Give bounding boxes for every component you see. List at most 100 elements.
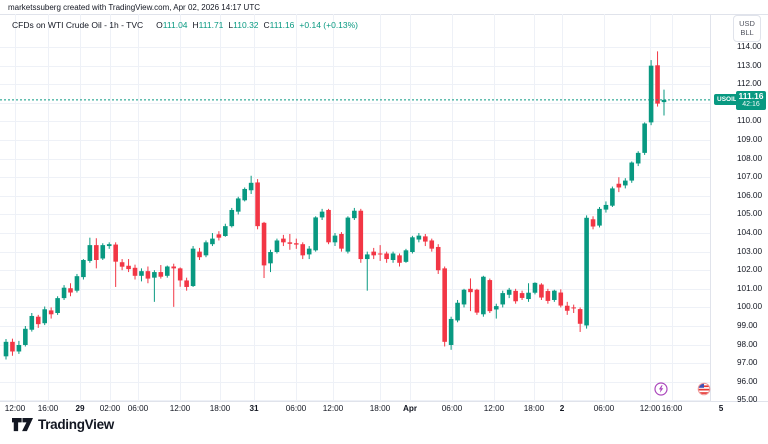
candle-body [584,217,589,326]
candle-body [332,235,338,243]
candle-body [487,280,493,312]
candle-body [139,271,144,276]
low-label: L [228,20,234,30]
candle-body [539,284,544,298]
candle-body [603,204,609,210]
candle-body [532,282,538,293]
price-tick-label: 106.00 [737,190,763,200]
candle-body [248,182,254,191]
time-tick-label: 18:00 [209,404,231,413]
candle-body [3,341,9,357]
tradingview-logo-mark [12,417,33,432]
candle-body [306,248,312,255]
candle-body [339,233,344,249]
event-lightning-icon[interactable] [654,382,668,396]
price-tick-label: 99.00 [737,321,758,330]
symbol-title[interactable]: CFDs on WTI Crude Oil - 1h - TVC [12,20,144,30]
candle-body [235,198,241,212]
candle-body [629,162,635,181]
time-tick-label: 31 [249,404,259,413]
candle-body [506,289,512,295]
candle-body [403,250,409,262]
candle-body [648,65,654,123]
tradingview-logo[interactable]: TradingView [12,417,114,432]
close-label: C [263,20,270,30]
low-value: 110.32 [233,20,259,30]
time-axis-border [0,401,768,402]
candle-body [10,341,15,352]
candle-body [229,209,235,227]
time-tick-label: 12:00 [322,404,344,413]
candle-body [474,289,480,313]
candle-body [261,222,267,266]
price-tick-label: 98.00 [737,339,758,349]
candle-body [448,318,454,345]
candle-body [126,265,131,270]
candle-body [164,266,170,276]
candle-body [216,234,222,238]
candle-body [442,268,447,342]
chart-legend[interactable]: CFDs on WTI Crude Oil - 1h - TVC O111.04 H… [12,20,358,30]
unit-selector[interactable]: USD BLL [733,15,761,42]
candle-body [423,236,428,242]
candle-body [552,290,557,300]
candle-body [61,287,67,299]
price-tick-label: 101.00 [737,283,763,293]
candle-body [661,99,667,103]
time-tick-label: 12:00 [483,404,505,413]
candle-body [461,289,467,305]
unit-button[interactable]: BLL [740,28,754,37]
time-axis[interactable]: 12:00 16:00 29 02:00 06:00 12:00 18:00 31 06:00 1… [0,402,768,416]
candle-body [171,266,177,269]
candle-body [622,180,628,186]
candle-body [577,309,583,324]
candle-body [564,305,570,311]
time-tick-label: 06:00 [285,404,307,413]
us-flag-event-icon[interactable] [697,382,711,396]
candle-body [119,262,125,267]
price-tick-label: 102.00 [737,265,763,275]
open-label: O [156,20,163,30]
price-axis[interactable]: 114.00113.00112.00111.00110.00109.00108.… [711,14,768,404]
candle-body [42,309,48,324]
close-value: 111.16 [269,20,295,30]
candle-body [610,188,615,206]
candle-body [416,235,422,240]
candle-body [23,328,28,345]
candle-body [29,315,35,330]
price-tick-label: 96.00 [737,376,758,386]
open-value: 111.04 [162,20,188,30]
candle-body [300,244,306,256]
time-tick-label: 18:00 [369,404,391,413]
chart-top-border [0,14,768,15]
candle-body [113,244,118,262]
time-tick-label: 12:00 [169,404,191,413]
candle-body [16,344,22,352]
candle-body [223,226,228,237]
candle-body [268,251,273,264]
candle-body [468,288,473,293]
price-tick-label: 107.00 [737,172,763,182]
candle-body [435,246,441,271]
last-price-value: 111.16 [738,91,764,101]
candle-body [132,267,138,276]
price-tick-label: 95.00 [737,395,758,405]
price-axis-border [710,14,711,401]
time-tick-label: 16:00 [661,404,683,413]
time-tick-label: 02:00 [99,404,121,413]
candle-body [55,298,60,313]
change-value: +0.14 (+0.13%) [299,20,359,30]
candle-body [597,208,602,226]
candle-body [326,209,331,243]
candle-body [152,272,157,278]
time-tick-label: 12:00 [639,404,661,413]
candle-body [158,272,164,277]
price-tick-label: 112.00 [737,79,762,89]
candle-body [35,316,41,325]
candle-body [590,219,596,227]
currency-button[interactable]: USD [739,19,755,28]
candle-body [352,210,357,219]
price-tick-label: 105.00 [737,209,763,219]
